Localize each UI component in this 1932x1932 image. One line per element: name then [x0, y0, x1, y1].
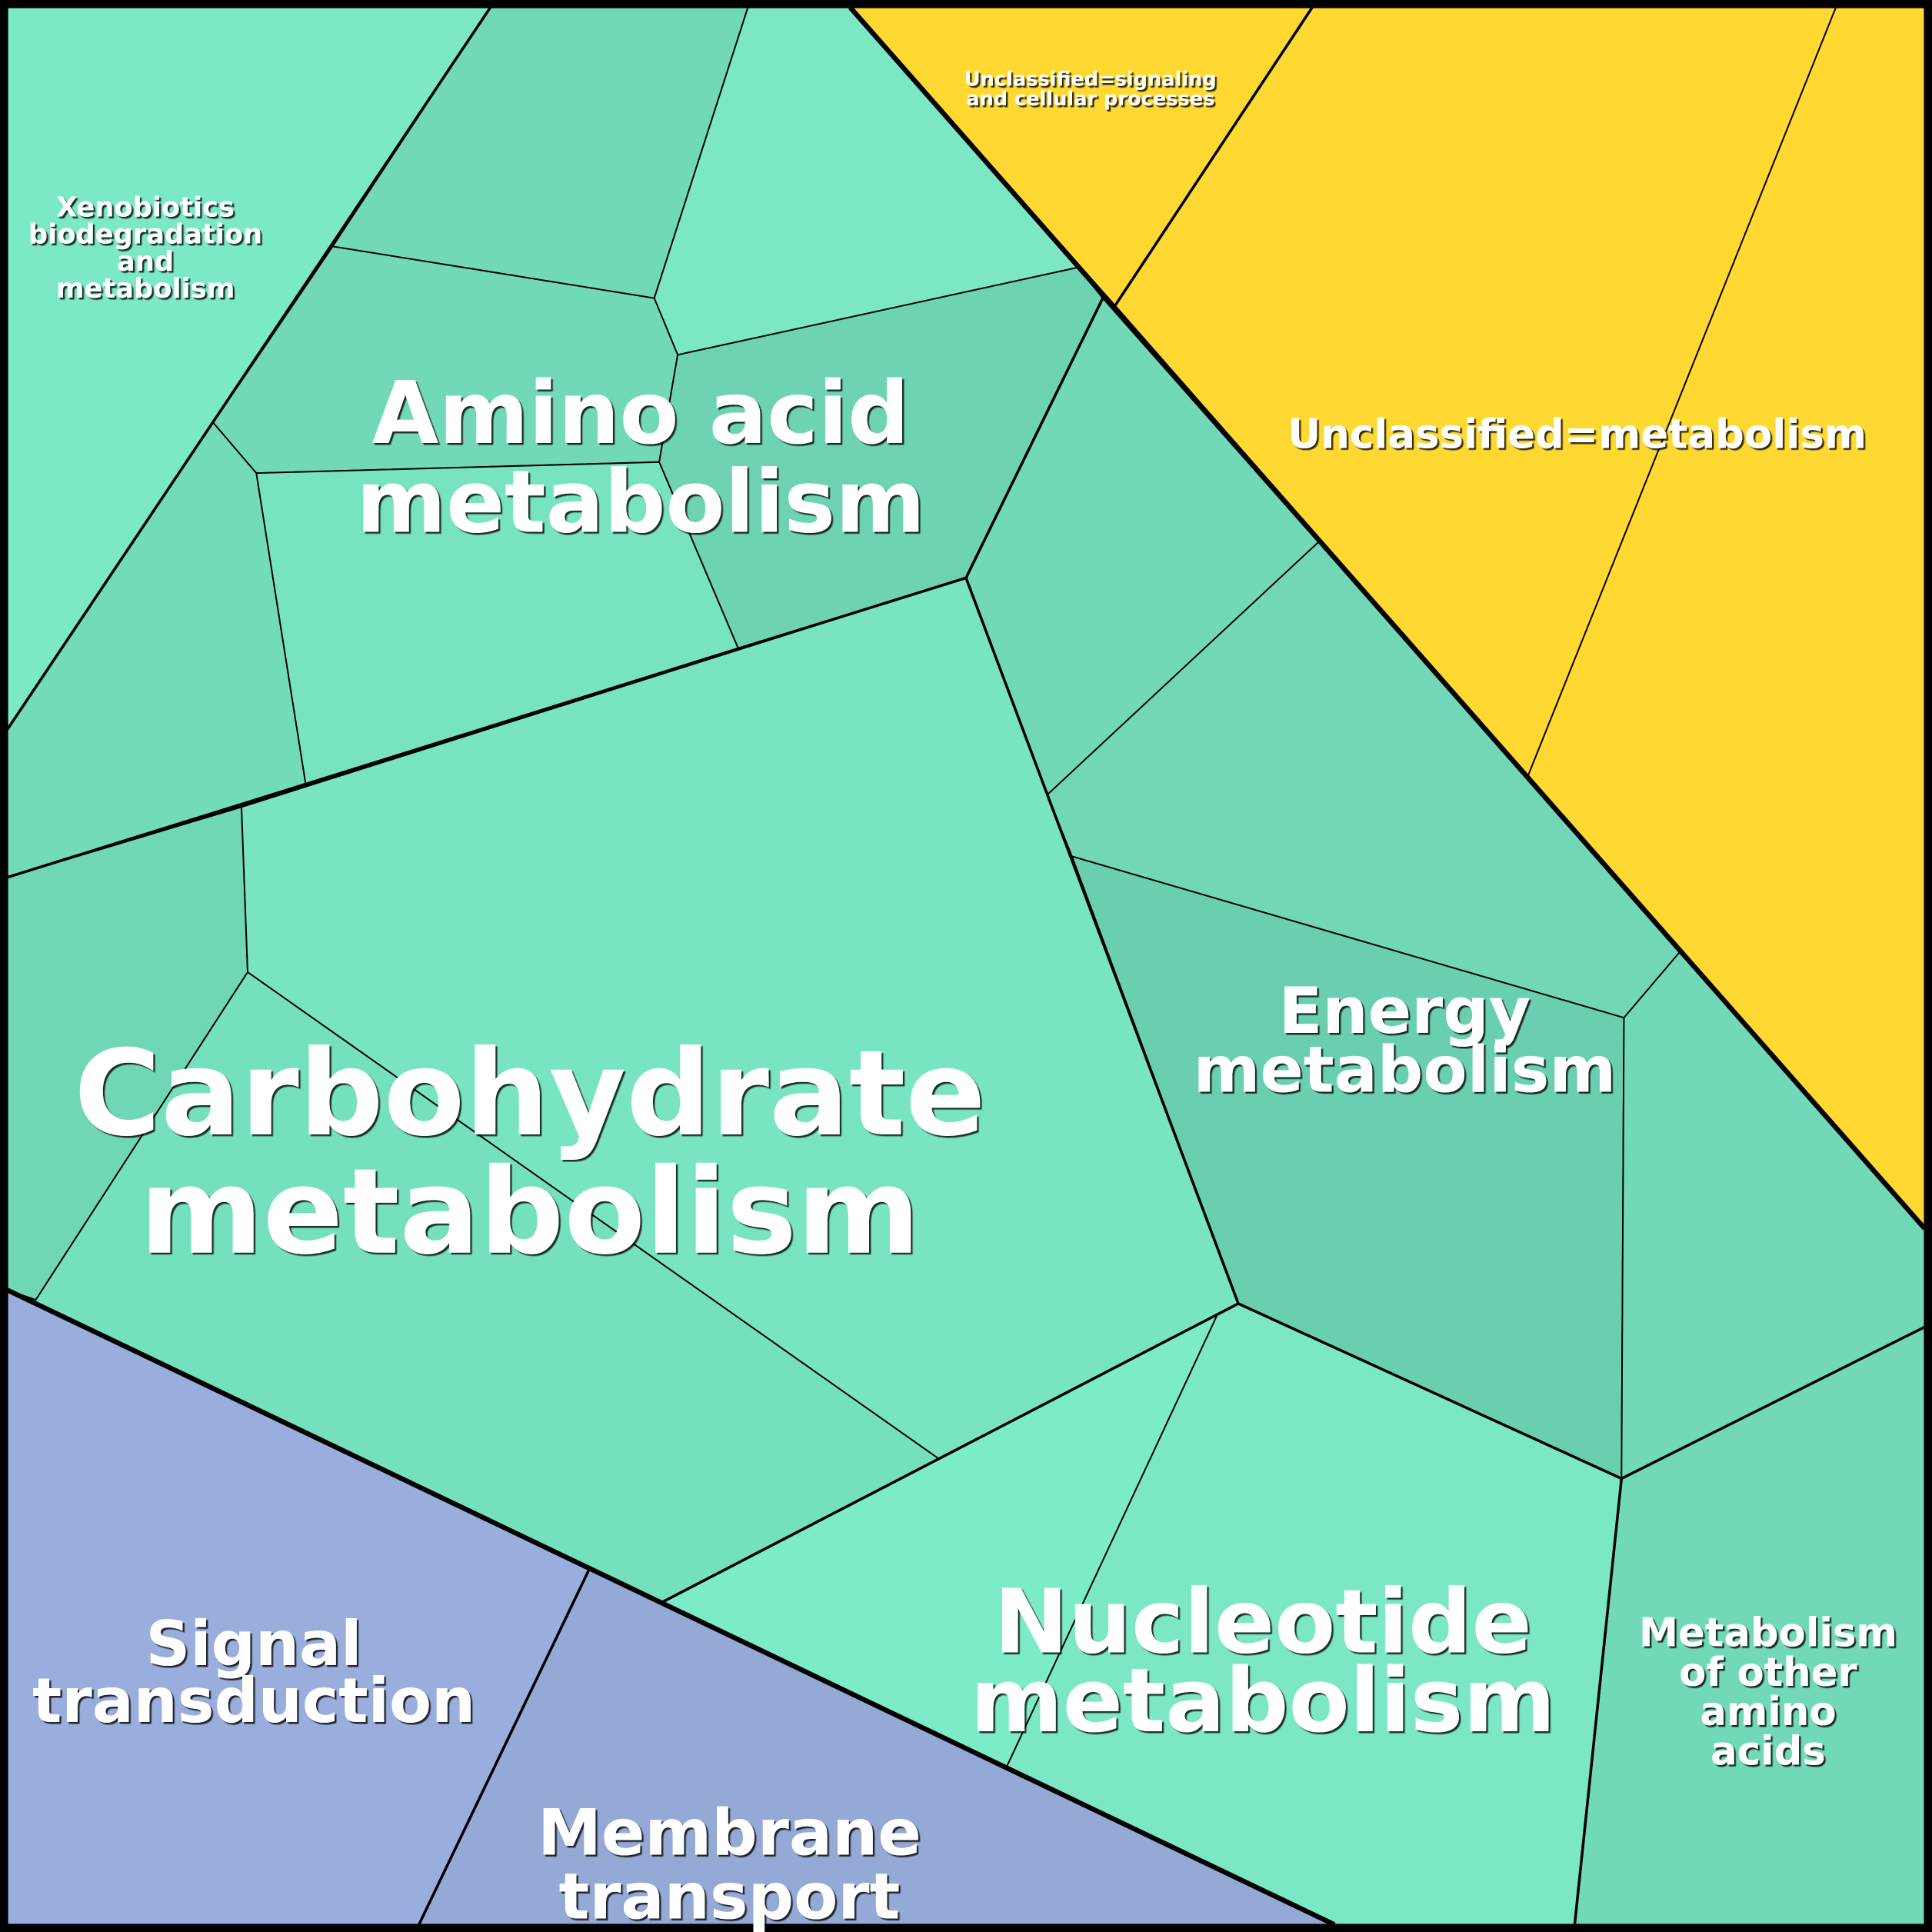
label-line: Membrane	[538, 1795, 921, 1870]
label-line: Unclassified=signaling	[964, 68, 1217, 92]
label-line: transduction	[32, 1665, 475, 1737]
label-line: amino	[1700, 1689, 1836, 1735]
subgroup-boundaries	[6, 6, 1926, 1926]
label-line: Metabolism	[1639, 1611, 1897, 1657]
label-line: metabolism	[56, 273, 235, 305]
label-line: metabolism	[140, 1144, 921, 1281]
label-line: metabolism	[356, 452, 925, 552]
label-unclassified-metabolism: Unclassified=metabolism	[1287, 411, 1867, 458]
label-line: Signal	[146, 1608, 362, 1680]
label-line: metabolism	[1193, 1033, 1616, 1108]
label-line: biodegradation	[28, 219, 262, 251]
label-line: transport	[559, 1860, 901, 1932]
label-line: Carbohydrate	[74, 1025, 985, 1163]
label-line: metabolism	[971, 1650, 1556, 1753]
label-line: acids	[1710, 1728, 1826, 1774]
label-line: Energy	[1278, 974, 1531, 1048]
label-line: of other	[1679, 1650, 1857, 1696]
label-line: Nucleotide	[994, 1571, 1531, 1674]
label-line: Amino acid	[372, 364, 910, 464]
label-line: and cellular processes	[966, 88, 1214, 111]
label-line: Unclassified=metabolism	[1287, 411, 1867, 458]
label-line: Xenobiotics	[56, 192, 235, 223]
label-line: and	[117, 246, 174, 278]
